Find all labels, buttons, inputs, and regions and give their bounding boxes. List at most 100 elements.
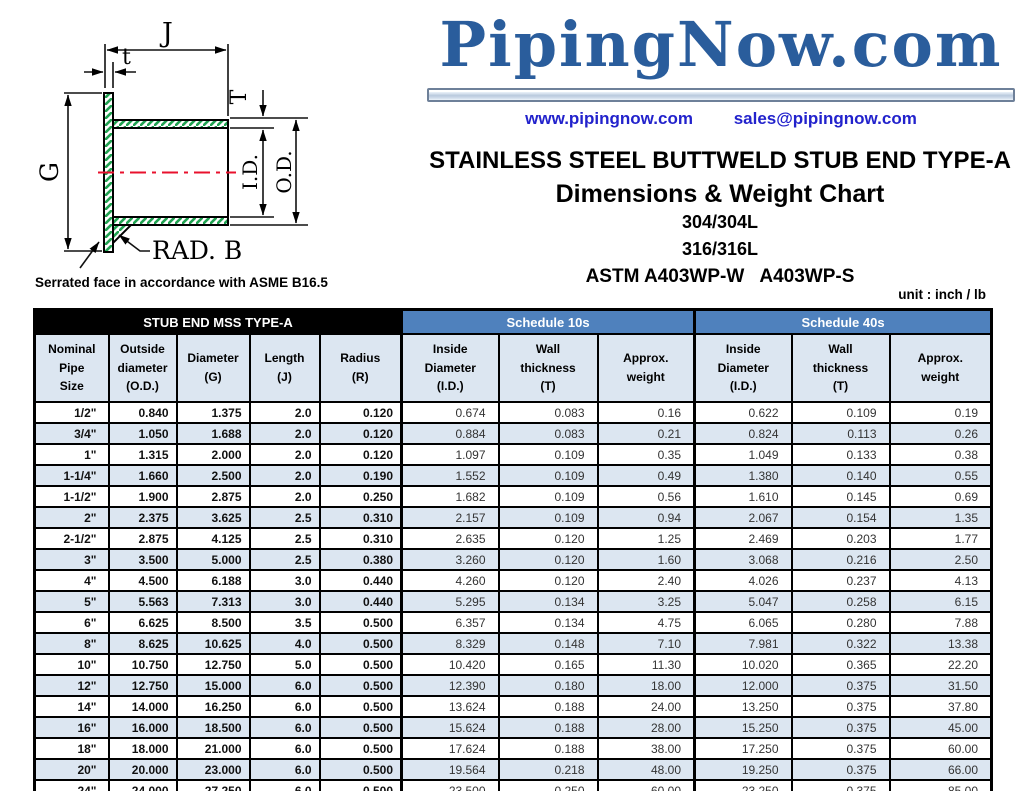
- cell-sch10-inside-diameter: 2.635: [400, 527, 500, 550]
- cell-sch40-approx-weight: 0.19: [888, 401, 993, 424]
- grade-304: 304/304L: [681, 212, 759, 232]
- cell-sch40-wall-thickness: 0.145: [790, 485, 891, 508]
- contact-line: www.pipingnow.com sales@pipingnow.com: [425, 109, 1017, 129]
- pipe-divider-graphic: [427, 88, 1015, 102]
- column-header-length-j: Length (J): [248, 333, 321, 403]
- cell-diameter-g: 21.000: [175, 737, 251, 760]
- cell-radius-r: 0.500: [318, 632, 403, 655]
- cell-outside-diameter: 4.500: [107, 569, 178, 592]
- table-row: 16" 16.000 18.500 6.0 0.500 15.624 0.188 28.00 1…: [33, 716, 993, 739]
- cell-length-j: 6.0: [248, 695, 321, 718]
- cell-sch40-inside-diameter: 12.000: [693, 674, 793, 697]
- cell-sch40-approx-weight: 37.80: [888, 695, 993, 718]
- cell-outside-diameter: 24.000: [107, 779, 178, 791]
- cell-sch10-approx-weight: 1.25: [596, 527, 696, 550]
- cell-nominal-pipe-size: 6": [33, 611, 110, 634]
- cell-sch40-approx-weight: 31.50: [888, 674, 993, 697]
- column-header-sch40-inside-diameter: Inside Diameter (I.D.): [693, 333, 793, 403]
- cell-sch10-inside-diameter: 19.564: [400, 758, 500, 781]
- cell-sch10-wall-thickness: 0.148: [497, 632, 599, 655]
- cell-outside-diameter: 2.375: [107, 506, 178, 529]
- cell-sch10-approx-weight: 48.00: [596, 758, 696, 781]
- cell-sch10-inside-diameter: 1.097: [400, 443, 500, 466]
- cell-nominal-pipe-size: 20": [33, 758, 110, 781]
- cell-sch40-wall-thickness: 0.375: [790, 674, 891, 697]
- table-row: 6" 6.625 8.500 3.5 0.500 6.357 0.134 4.75 6.065 0…: [33, 611, 993, 634]
- cell-sch10-wall-thickness: 0.109: [497, 443, 599, 466]
- cell-nominal-pipe-size: 14": [33, 695, 110, 718]
- grade-316: 316/316L: [681, 239, 759, 259]
- cell-sch10-inside-diameter: 0.674: [400, 401, 500, 424]
- cell-length-j: 2.0: [248, 464, 321, 487]
- cell-length-j: 4.0: [248, 632, 321, 655]
- cell-length-j: 3.0: [248, 569, 321, 592]
- cell-sch40-wall-thickness: 0.133: [790, 443, 891, 466]
- cell-nominal-pipe-size: 12": [33, 674, 110, 697]
- cell-length-j: 2.0: [248, 401, 321, 424]
- cell-nominal-pipe-size: 16": [33, 716, 110, 739]
- table-row: 3" 3.500 5.000 2.5 0.380 3.260 0.120 1.60 3.068 0…: [33, 548, 993, 571]
- dimension-lines: [64, 44, 308, 269]
- cell-diameter-g: 7.313: [175, 590, 251, 613]
- cell-sch40-wall-thickness: 0.280: [790, 611, 891, 634]
- cell-radius-r: 0.440: [318, 590, 403, 613]
- cell-sch10-inside-diameter: 6.357: [400, 611, 500, 634]
- cell-sch10-inside-diameter: 1.552: [400, 464, 500, 487]
- cell-sch40-inside-diameter: 1.049: [693, 443, 793, 466]
- cell-sch40-approx-weight: 2.50: [888, 548, 993, 571]
- cell-sch10-approx-weight: 38.00: [596, 737, 696, 760]
- cell-sch40-approx-weight: 6.15: [888, 590, 993, 613]
- cell-radius-r: 0.440: [318, 569, 403, 592]
- cell-nominal-pipe-size: 1": [33, 443, 110, 466]
- cell-sch10-inside-diameter: 17.624: [400, 737, 500, 760]
- dim-label-id: I.D.: [238, 154, 262, 190]
- column-header-radius-r: Radius (R): [318, 333, 403, 403]
- cell-nominal-pipe-size: 2-1/2": [33, 527, 110, 550]
- cell-sch40-inside-diameter: 17.250: [693, 737, 793, 760]
- cell-sch40-wall-thickness: 0.375: [790, 758, 891, 781]
- cell-nominal-pipe-size: 1/2": [33, 401, 110, 424]
- cell-radius-r: 0.120: [318, 401, 403, 424]
- cell-sch40-wall-thickness: 0.375: [790, 737, 891, 760]
- cell-outside-diameter: 14.000: [107, 695, 178, 718]
- cell-nominal-pipe-size: 2": [33, 506, 110, 529]
- cell-sch10-approx-weight: 60.00: [596, 779, 696, 791]
- cell-sch40-inside-diameter: 5.047: [693, 590, 793, 613]
- cell-nominal-pipe-size: 3": [33, 548, 110, 571]
- cell-sch40-wall-thickness: 0.375: [790, 695, 891, 718]
- cell-sch10-approx-weight: 0.35: [596, 443, 696, 466]
- column-header-sch40-approx-weight: Approx. weight: [888, 333, 993, 403]
- astm-spec: ASTM A403WP-W A403WP-S: [585, 266, 855, 287]
- cell-sch10-approx-weight: 2.40: [596, 569, 696, 592]
- cell-sch40-wall-thickness: 0.375: [790, 779, 891, 791]
- logo-text: PipingNow.com: [439, 8, 1003, 81]
- cell-radius-r: 0.500: [318, 695, 403, 718]
- cell-outside-diameter: 1.050: [107, 422, 178, 445]
- cell-sch40-approx-weight: 22.20: [888, 653, 993, 676]
- cell-sch40-inside-diameter: 13.250: [693, 695, 793, 718]
- dimensions-weight-table: STUB END MSS TYPE-A Schedule 10s Schedul…: [33, 308, 994, 791]
- cell-outside-diameter: 12.750: [107, 674, 178, 697]
- cell-sch10-inside-diameter: 15.624: [400, 716, 500, 739]
- cell-sch10-wall-thickness: 0.250: [497, 779, 599, 791]
- dim-label-g: G: [35, 162, 64, 182]
- website-link[interactable]: www.pipingnow.com: [525, 109, 693, 128]
- cell-sch10-wall-thickness: 0.188: [497, 695, 599, 718]
- cell-length-j: 6.0: [248, 674, 321, 697]
- column-header-row: Nominal Pipe Size Outside diameter (O.D.) Diam…: [33, 333, 993, 403]
- cell-diameter-g: 2.500: [175, 464, 251, 487]
- cell-outside-diameter: 1.900: [107, 485, 178, 508]
- cell-length-j: 6.0: [248, 779, 321, 791]
- cell-sch40-approx-weight: 60.00: [888, 737, 993, 760]
- table-row: 10" 10.750 12.750 5.0 0.500 10.420 0.165 11.30 1…: [33, 653, 993, 676]
- cell-sch40-wall-thickness: 0.109: [790, 401, 891, 424]
- cell-sch40-inside-diameter: 15.250: [693, 716, 793, 739]
- email-link[interactable]: sales@pipingnow.com: [733, 109, 917, 128]
- cell-length-j: 2.5: [248, 506, 321, 529]
- cell-length-j: 2.0: [248, 422, 321, 445]
- dim-label-od: O.D.: [272, 150, 296, 193]
- table-row: 8" 8.625 10.625 4.0 0.500 8.329 0.148 7.10 7.981…: [33, 632, 993, 655]
- table-row: 4" 4.500 6.188 3.0 0.440 4.260 0.120 2.40 4.026 0…: [33, 569, 993, 592]
- cell-sch10-approx-weight: 4.75: [596, 611, 696, 634]
- cell-length-j: 6.0: [248, 716, 321, 739]
